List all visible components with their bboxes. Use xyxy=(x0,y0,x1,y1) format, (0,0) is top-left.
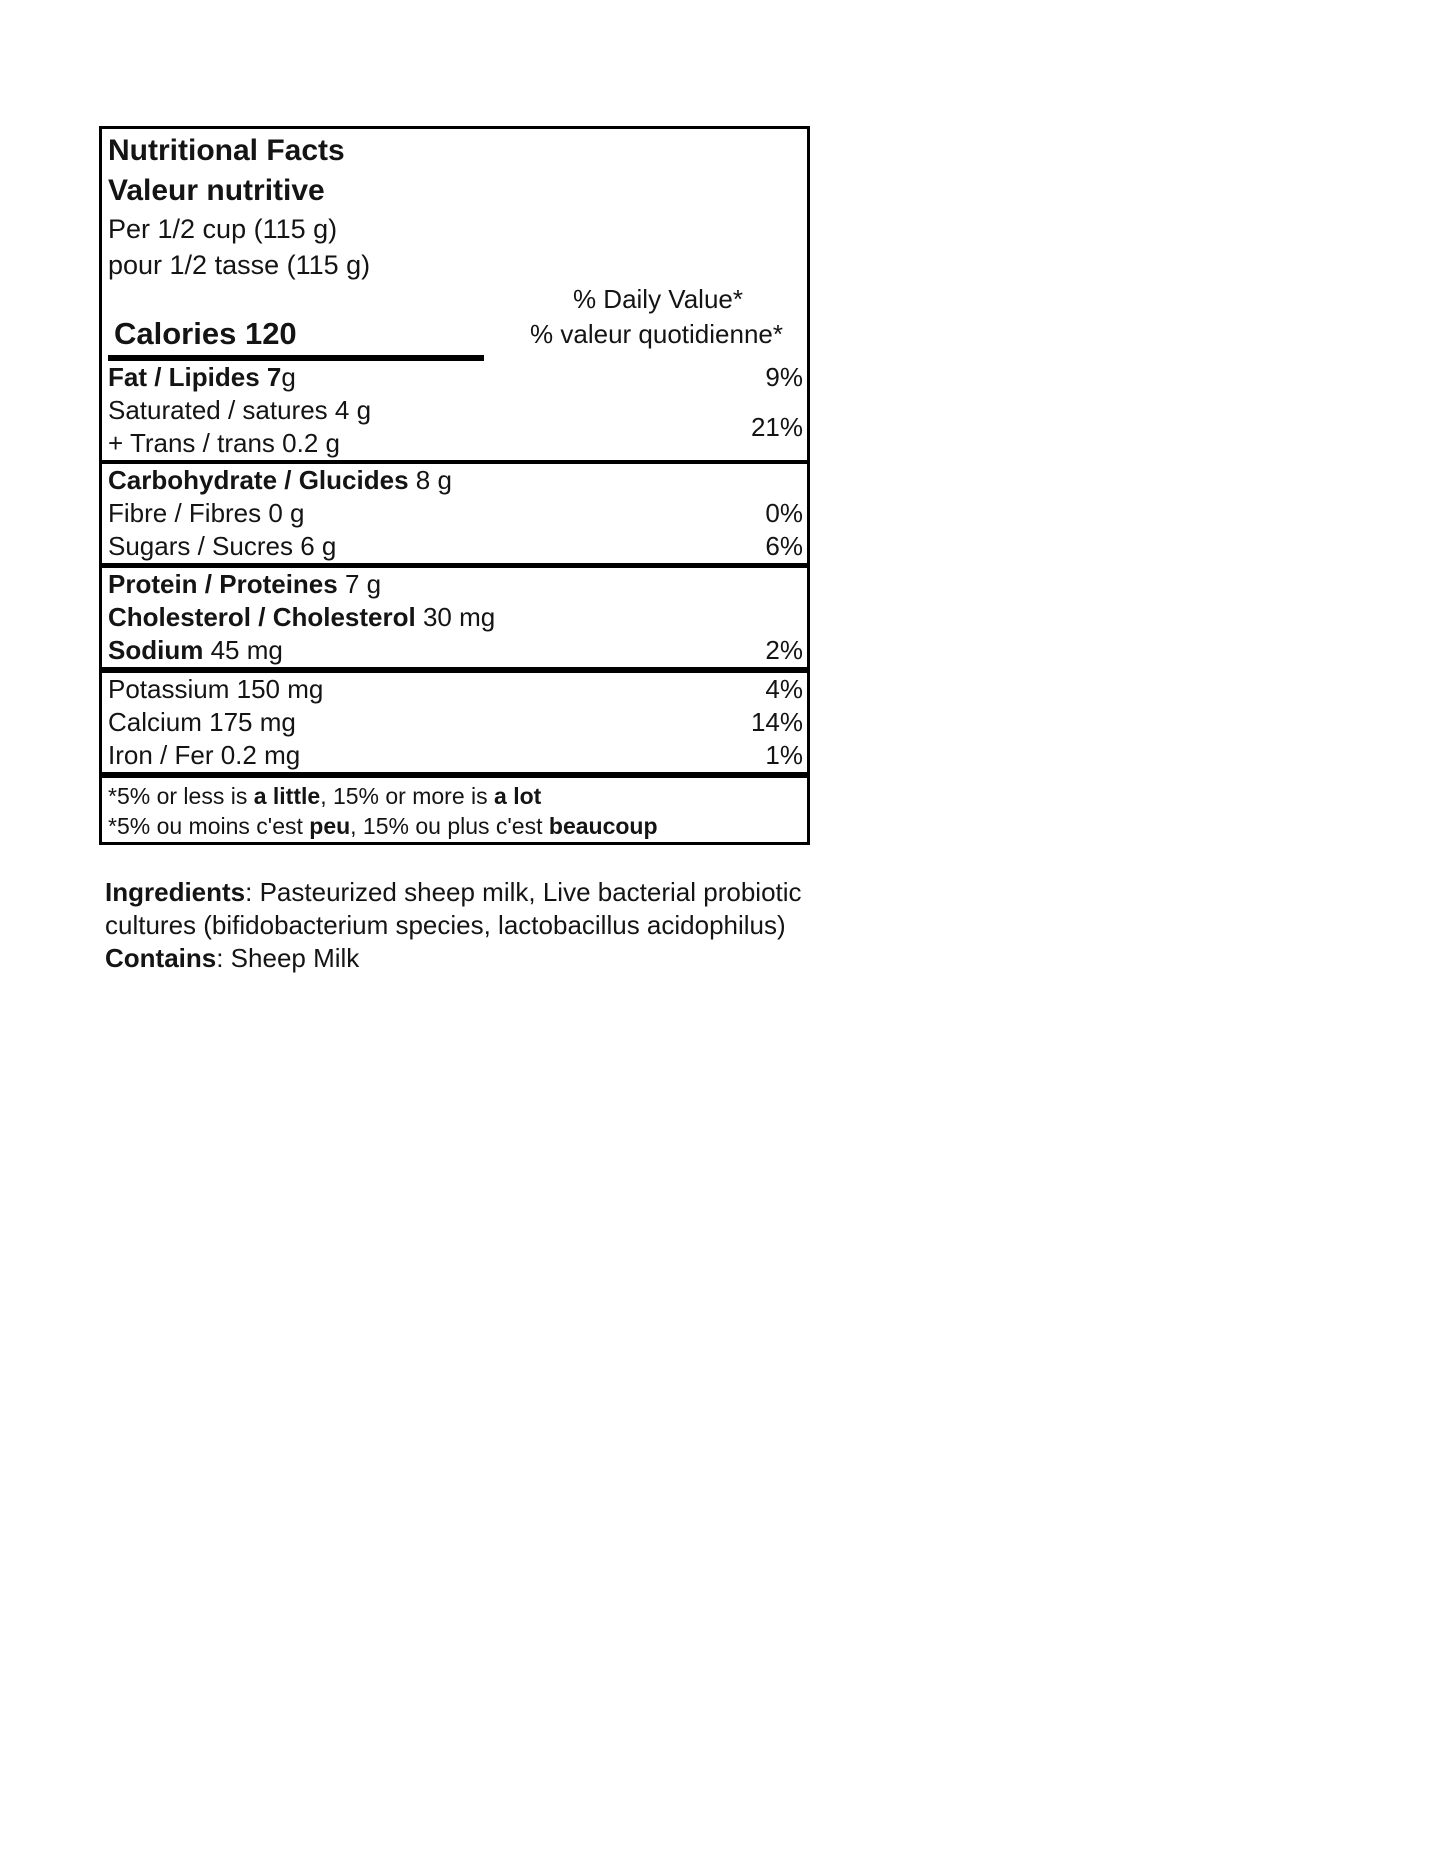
footnote-french-bold1: peu xyxy=(309,813,351,839)
row-sodium-label-bold: Sodium xyxy=(108,635,204,665)
row-sodium-percent: 2% xyxy=(765,635,803,665)
footnote-english-bold2: a lot xyxy=(494,783,542,809)
ingredients-text-line-2: cultures (bifidobacterium species, lacto… xyxy=(105,910,786,940)
row-iron-label: Iron / Fer 0.2 mg xyxy=(108,739,300,772)
row-sodium: Sodium 45 mg 2% xyxy=(102,634,807,667)
calories-row: Calories 120 % valeur quotidienne* xyxy=(108,315,803,353)
footnote-french-bold2: beaucoup xyxy=(548,813,658,839)
footnote-french-part1: *5% ou moins c'est xyxy=(108,813,310,839)
row-protein: Protein / Proteines 7 g xyxy=(102,568,807,601)
row-calcium-label-rest: Calcium 175 mg xyxy=(108,707,296,737)
row-sugars-label-rest: Sugars / Sucres 6 g xyxy=(108,531,337,561)
carbohydrate-section: Carbohydrate / Glucides 8 g Fibre / Fibr… xyxy=(102,460,807,563)
row-fat-label-bold: Fat / Lipides 7 xyxy=(108,362,282,392)
row-sugars: Sugars / Sucres 6 g 6% xyxy=(102,530,807,563)
ingredients-line-1: Ingredients: Pasteurized sheep milk, Liv… xyxy=(105,876,845,909)
row-iron-percent: 1% xyxy=(765,740,803,770)
row-calcium: Calcium 175 mg 14% xyxy=(102,706,807,739)
row-cholesterol: Cholesterol / Cholesterol 30 mg xyxy=(102,601,807,634)
row-calcium-label: Calcium 175 mg xyxy=(108,706,296,739)
row-iron-label-rest: Iron / Fer 0.2 mg xyxy=(108,740,301,770)
row-carbohydrate-label: Carbohydrate / Glucides 8 g xyxy=(108,464,452,497)
serving-size-english: Per 1/2 cup (115 g) xyxy=(108,214,338,244)
row-sugars-label: Sugars / Sucres 6 g xyxy=(108,530,336,563)
protein-section: Protein / Proteines 7 g Cholesterol / Ch… xyxy=(102,563,807,667)
row-potassium-label: Potassium 150 mg xyxy=(108,673,323,706)
daily-value-heading-english: % Daily Value* xyxy=(572,284,743,314)
row-sugars-percent: 6% xyxy=(765,531,803,561)
nutrition-facts-label: Nutritional Facts Valeur nutritive Per 1… xyxy=(99,126,810,845)
contains-text: : Sheep Milk xyxy=(216,943,360,973)
daily-value-heading-french: % valeur quotidienne* xyxy=(530,319,783,349)
label-header: Nutritional Facts Valeur nutritive Per 1… xyxy=(102,129,807,361)
row-saturated-label: Saturated / satures 4 g xyxy=(108,395,372,425)
ingredients-block: Ingredients: Pasteurized sheep milk, Liv… xyxy=(105,876,845,975)
row-saturated-trans-percent: 21% xyxy=(750,411,803,442)
row-iron: Iron / Fer 0.2 mg 1% xyxy=(102,739,807,772)
footnote-section: *5% or less is a little, 15% or more is … xyxy=(102,772,807,841)
contains-label: Contains xyxy=(105,943,217,973)
footnote-english: *5% or less is a little, 15% or more is … xyxy=(108,781,801,811)
footnote-french-part2: , 15% ou plus c'est xyxy=(350,813,549,839)
row-fat-label: Fat / Lipides 7g xyxy=(108,361,296,394)
row-carbohydrate-label-bold: Carbohydrate / Glucides xyxy=(108,465,409,495)
row-cholesterol-label-bold: Cholesterol / Cholesterol xyxy=(108,602,416,632)
row-carbohydrate-label-rest: 8 g xyxy=(408,465,452,495)
row-potassium-label-rest: Potassium 150 mg xyxy=(108,674,324,704)
footnote-english-part2: , 15% or more is xyxy=(320,783,495,809)
row-fat-percent: 9% xyxy=(765,362,803,392)
row-fibre-percent: 0% xyxy=(765,498,803,528)
ingredients-line-2: cultures (bifidobacterium species, lacto… xyxy=(105,909,845,942)
title-english: Nutritional Facts xyxy=(108,134,345,167)
minerals-section: Potassium 150 mg 4% Calcium 175 mg 14% I… xyxy=(102,667,807,772)
row-fat-label-rest: g xyxy=(281,362,296,392)
row-saturated-trans-label: Saturated / satures 4 g + Trans / trans … xyxy=(108,394,371,460)
footnote-english-part1: *5% or less is xyxy=(108,783,254,809)
row-cholesterol-label-rest: 30 mg xyxy=(415,602,496,632)
row-protein-label-rest: 7 g xyxy=(337,569,382,599)
row-sodium-label-rest: 45 mg xyxy=(203,635,283,665)
row-sodium-label: Sodium 45 mg xyxy=(108,634,283,667)
ingredients-label: Ingredients xyxy=(105,877,246,907)
row-potassium-percent: 4% xyxy=(765,674,803,704)
row-carbohydrate: Carbohydrate / Glucides 8 g xyxy=(102,464,807,497)
row-fibre-label-rest: Fibre / Fibres 0 g xyxy=(108,498,305,528)
row-fat: Fat / Lipides 7g 9% xyxy=(102,361,807,394)
row-fibre-label: Fibre / Fibres 0 g xyxy=(108,497,305,530)
row-trans-label: + Trans / trans 0.2 g xyxy=(108,428,340,458)
row-cholesterol-label: Cholesterol / Cholesterol 30 mg xyxy=(108,601,495,634)
row-saturated-trans: Saturated / satures 4 g + Trans / trans … xyxy=(102,394,807,460)
row-calcium-percent: 14% xyxy=(750,707,803,737)
contains-line: Contains: Sheep Milk xyxy=(105,942,845,975)
row-protein-label: Protein / Proteines 7 g xyxy=(108,568,381,601)
fat-section: Fat / Lipides 7g 9% Saturated / satures … xyxy=(102,361,807,460)
serving-size-french: pour 1/2 tasse (115 g) xyxy=(108,250,371,280)
row-potassium: Potassium 150 mg 4% xyxy=(102,673,807,706)
calories-underline-rule xyxy=(108,355,484,361)
title-french: Valeur nutritive xyxy=(108,174,325,207)
row-protein-label-bold: Protein / Proteines xyxy=(108,569,338,599)
row-fibre: Fibre / Fibres 0 g 0% xyxy=(102,497,807,530)
calories-value: Calories 120 xyxy=(114,316,297,351)
ingredients-text-line-1: : Pasteurized sheep milk, Live bacterial… xyxy=(245,877,802,907)
footnote-english-bold1: a little xyxy=(253,783,321,809)
footnote-french: *5% ou moins c'est peu, 15% ou plus c'es… xyxy=(108,811,801,841)
